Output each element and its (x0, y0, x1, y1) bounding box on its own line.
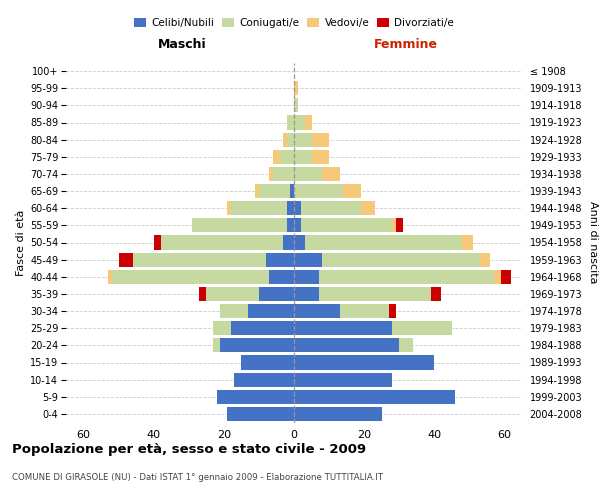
Bar (108, 270, 112, 284)
Bar (294, 184, 343, 198)
Bar (322, 167, 340, 181)
Bar (266, 252, 294, 266)
Bar (294, 98, 298, 112)
Bar (269, 270, 294, 284)
Bar (340, 304, 389, 318)
Y-axis label: Anni di nascita: Anni di nascita (588, 201, 598, 284)
Bar (301, 201, 361, 215)
Bar (305, 116, 311, 130)
Bar (206, 287, 259, 301)
Bar (294, 81, 298, 95)
Text: Femmine: Femmine (374, 38, 438, 51)
Bar (294, 372, 392, 386)
Bar (227, 201, 231, 215)
Bar (133, 252, 266, 266)
Bar (294, 270, 319, 284)
Bar (294, 407, 382, 421)
Bar (287, 201, 294, 215)
Bar (283, 132, 287, 146)
Bar (273, 150, 280, 164)
Bar (319, 287, 431, 301)
Bar (287, 132, 294, 146)
Bar (241, 356, 294, 370)
Bar (301, 218, 392, 232)
Bar (294, 167, 322, 181)
Bar (273, 167, 294, 181)
Bar (220, 338, 294, 352)
Bar (343, 184, 361, 198)
Bar (311, 132, 329, 146)
Bar (256, 184, 259, 198)
Bar (154, 236, 161, 250)
Bar (494, 270, 501, 284)
Bar (294, 201, 301, 215)
Bar (294, 150, 311, 164)
Bar (290, 184, 294, 198)
Bar (480, 252, 490, 266)
Bar (294, 287, 319, 301)
Bar (248, 304, 294, 318)
Bar (280, 150, 294, 164)
Bar (259, 287, 294, 301)
Text: Maschi: Maschi (157, 38, 206, 51)
Bar (294, 304, 340, 318)
Bar (501, 270, 511, 284)
Legend: Celibi/Nubili, Coniugati/e, Vedovi/e, Divorziati/e: Celibi/Nubili, Coniugati/e, Vedovi/e, Di… (130, 14, 458, 32)
Bar (294, 236, 305, 250)
Bar (214, 338, 220, 352)
Bar (294, 218, 301, 232)
Bar (161, 236, 283, 250)
Bar (392, 321, 452, 335)
Bar (399, 338, 413, 352)
Bar (231, 201, 287, 215)
Bar (119, 252, 133, 266)
Bar (396, 218, 403, 232)
Bar (294, 390, 455, 404)
Bar (294, 321, 392, 335)
Bar (259, 184, 290, 198)
Bar (217, 390, 294, 404)
Text: Popolazione per età, sesso e stato civile - 2009: Popolazione per età, sesso e stato civil… (12, 442, 366, 456)
Bar (392, 218, 396, 232)
Bar (269, 167, 273, 181)
Bar (214, 321, 231, 335)
Bar (431, 287, 442, 301)
Bar (319, 270, 494, 284)
Bar (294, 116, 305, 130)
Bar (231, 321, 294, 335)
Bar (463, 236, 473, 250)
Bar (235, 372, 294, 386)
Bar (322, 252, 480, 266)
Bar (199, 287, 206, 301)
Bar (283, 236, 294, 250)
Bar (294, 252, 322, 266)
Text: COMUNE DI GIRASOLE (NU) - Dati ISTAT 1° gennaio 2009 - Elaborazione TUTTITALIA.I: COMUNE DI GIRASOLE (NU) - Dati ISTAT 1° … (12, 472, 383, 482)
Bar (311, 150, 329, 164)
Bar (112, 270, 269, 284)
Bar (361, 201, 374, 215)
Y-axis label: Fasce di età: Fasce di età (16, 210, 26, 276)
Bar (220, 304, 248, 318)
Bar (389, 304, 396, 318)
Bar (294, 338, 399, 352)
Bar (305, 236, 463, 250)
Bar (294, 132, 311, 146)
Bar (294, 356, 434, 370)
Bar (287, 218, 294, 232)
Bar (192, 218, 287, 232)
Bar (227, 407, 294, 421)
Bar (287, 116, 294, 130)
